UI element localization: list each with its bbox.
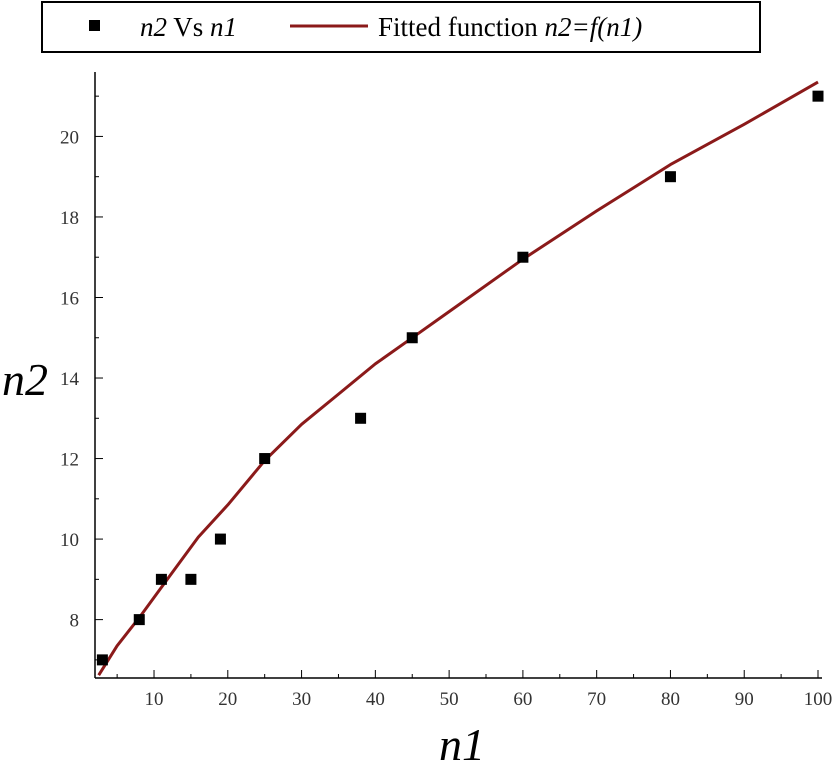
x-tick-label: 90 (735, 689, 754, 710)
y-ticks: 8 10 12 14 16 18 20 (60, 95, 103, 661)
y-tick-label: 20 (60, 127, 79, 148)
x-tick-label: 50 (440, 689, 459, 710)
y-tick-label: 10 (60, 530, 79, 551)
legend-line-formula: n2=f(n1) (544, 12, 642, 42)
x-tick-label: 40 (366, 689, 385, 710)
x-tick-label: 20 (218, 689, 237, 710)
data-point (355, 412, 367, 424)
legend-points-label: n2 Vs n1 (140, 12, 237, 42)
x-tick-label: 30 (292, 689, 311, 710)
data-point (133, 614, 145, 626)
y-tick-label: 16 (60, 288, 79, 309)
x-tick-label: 80 (661, 689, 680, 710)
legend-points-vs: Vs (167, 12, 210, 42)
data-point (664, 171, 676, 183)
axes: 10 20 30 40 50 60 70 80 90 100 8 10 12 14 16 18 20 (60, 72, 832, 710)
x-axis-label: n1 (439, 719, 485, 764)
x-tick-label: 70 (587, 689, 606, 710)
y-axis-label: n2 (2, 354, 48, 405)
y-tick-label: 14 (60, 369, 80, 390)
plot-area (96, 80, 824, 676)
data-point (259, 453, 271, 465)
fitted-curve (97, 80, 819, 676)
legend-point-marker (89, 20, 100, 31)
y-tick-label: 12 (60, 450, 79, 471)
data-point (517, 251, 529, 263)
legend-line-label: Fitted function n2=f(n1) (378, 12, 642, 42)
x-tick-label: 10 (145, 689, 164, 710)
legend-points-n2: n2 (140, 12, 167, 42)
legend-line-prefix: Fitted function (378, 12, 544, 42)
x-ticks: 10 20 30 40 50 60 70 80 90 100 (116, 670, 833, 710)
data-point (96, 654, 108, 666)
y-tick-label: 8 (70, 611, 80, 632)
y-tick-label: 18 (60, 208, 79, 229)
x-tick-label: 60 (513, 689, 532, 710)
data-point (812, 90, 824, 102)
data-point (185, 573, 197, 585)
legend-points-n1: n1 (210, 12, 237, 42)
data-point (214, 533, 226, 545)
data-point (406, 332, 418, 344)
legend-box (41, 1, 761, 53)
legend: n2 Vs n1 Fitted function n2=f(n1) (41, 1, 761, 53)
x-tick-label: 100 (804, 689, 833, 710)
data-point (155, 573, 167, 585)
